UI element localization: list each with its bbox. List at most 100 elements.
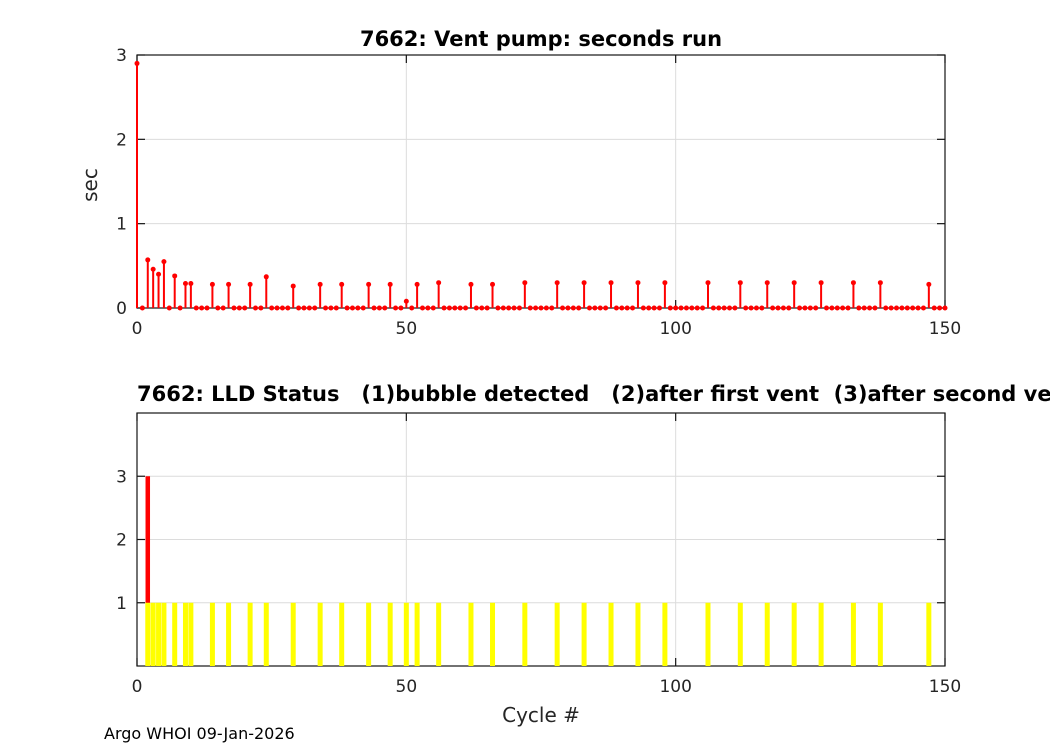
stem-marker (560, 305, 566, 311)
stem-marker (727, 305, 733, 311)
stem-marker (495, 305, 501, 311)
top-chart-title: 7662: Vent pump: seconds run (359, 27, 723, 51)
stem-marker (689, 305, 695, 311)
lld-status-1-bar (468, 602, 474, 666)
stem-marker (737, 280, 743, 286)
stem-marker (538, 305, 544, 311)
lld-status-1-bar (662, 602, 668, 666)
stem-marker (899, 305, 905, 311)
stem-marker (215, 305, 221, 311)
stem-marker (554, 280, 560, 286)
lld-status-1-bar (263, 602, 269, 666)
stem-marker (613, 305, 619, 311)
stem-marker (683, 305, 689, 311)
stem-marker (366, 281, 372, 287)
lld-status-1-bar (182, 602, 188, 666)
stem-marker (409, 305, 415, 311)
stem-marker (753, 305, 759, 311)
lld-status-1-bar (635, 602, 641, 666)
stem-marker (764, 280, 770, 286)
stem-marker (861, 305, 867, 311)
stem-marker (139, 305, 145, 311)
lld-status-1-bar (414, 602, 420, 666)
stem-marker (592, 305, 598, 311)
stem-marker (490, 281, 496, 287)
stem-marker (285, 305, 291, 311)
stem-marker (204, 305, 210, 311)
x-tick-label: 50 (396, 677, 418, 697)
stem-marker (145, 257, 151, 263)
stem-marker (829, 305, 835, 311)
lld-status-1-bar (156, 602, 162, 666)
stem-marker (770, 305, 776, 311)
stem-marker (894, 305, 900, 311)
stem-marker (904, 305, 910, 311)
stem-marker (840, 305, 846, 311)
stem-marker (134, 60, 140, 66)
stem-marker (667, 305, 673, 311)
stem-marker (172, 273, 178, 279)
stem-marker (522, 280, 528, 286)
stem-marker (651, 305, 657, 311)
stem-marker (355, 305, 361, 311)
x-tick-label: 150 (929, 319, 961, 339)
stem-marker (231, 305, 237, 311)
stem-marker (403, 298, 409, 304)
stem-marker (236, 305, 242, 311)
chart-lld-status: 0 50 100 150 1 2 3 (116, 412, 961, 697)
stem-marker (678, 305, 684, 311)
stem-marker (635, 280, 641, 286)
stem-marker (888, 305, 894, 311)
x-tick-label: 150 (929, 677, 961, 697)
stem-marker (500, 305, 506, 311)
lld-status-1-bar (403, 602, 409, 666)
stem-marker (797, 305, 803, 311)
stem-marker (581, 280, 587, 286)
lld-status-1-bar (737, 602, 743, 666)
stem-marker (393, 305, 399, 311)
lld-status-1-bar (436, 602, 442, 666)
stem-marker (834, 305, 840, 311)
stem-marker (263, 274, 269, 280)
stem-marker (910, 305, 916, 311)
stem-marker (694, 305, 700, 311)
stem-marker (382, 305, 388, 311)
stem-marker (511, 305, 517, 311)
stem-marker (630, 305, 636, 311)
stem-marker (376, 305, 382, 311)
stem-marker (872, 305, 878, 311)
stem-marker (807, 305, 813, 311)
stem-marker (323, 305, 329, 311)
stem-marker (877, 280, 883, 286)
y-tick-label: 2 (116, 130, 127, 150)
stem-marker (883, 305, 889, 311)
lld-status-1-bar (150, 602, 156, 666)
stem-marker (339, 281, 345, 287)
stem-marker (527, 305, 533, 311)
stem-marker (818, 280, 824, 286)
lld-status-1-bar (791, 602, 797, 666)
stem-marker (926, 281, 932, 287)
stem-marker (457, 305, 463, 311)
lld-status-1-bar (172, 602, 178, 666)
stem-marker (166, 305, 172, 311)
stem-marker (775, 305, 781, 311)
stem-marker (371, 305, 377, 311)
stem-marker (823, 305, 829, 311)
stem-marker (570, 305, 576, 311)
x-tick-label: 0 (132, 319, 143, 339)
stem-marker (328, 305, 334, 311)
axes-box (136, 54, 946, 309)
stem-marker (549, 305, 555, 311)
x-tick-label: 100 (659, 319, 691, 339)
stem-marker (845, 305, 851, 311)
lld-status-1-bar (188, 602, 194, 666)
lld-status-1-bar (145, 602, 151, 666)
lld-status-1-bar (226, 602, 232, 666)
stem-marker (349, 305, 355, 311)
stem-marker (942, 305, 948, 311)
stem-marker (441, 305, 447, 311)
stem-marker (209, 281, 215, 287)
lld-status-1-bar (926, 602, 932, 666)
